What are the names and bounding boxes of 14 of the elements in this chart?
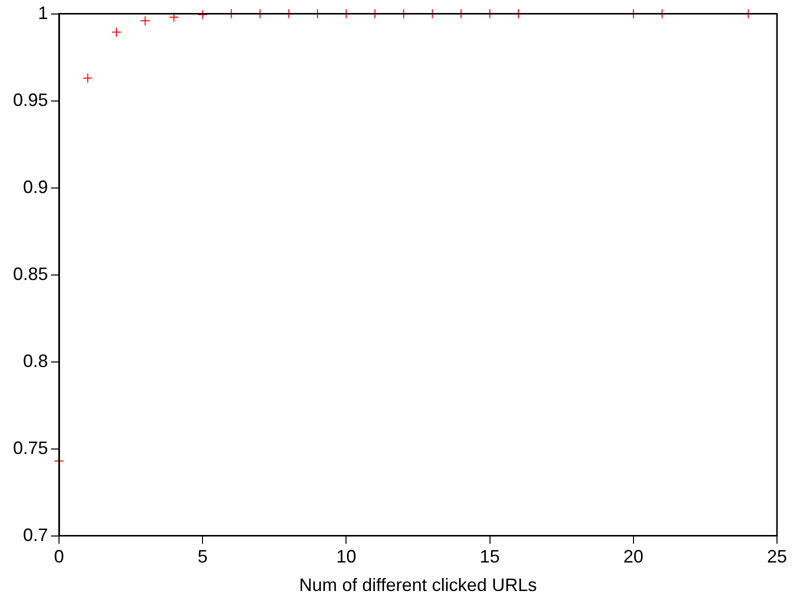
y-tick-label: 0.9 — [23, 176, 48, 197]
x-tick-label: 0 — [54, 546, 64, 567]
y-tick-label: 0.95 — [12, 90, 48, 110]
y-tick-label: 0.7 — [23, 524, 48, 545]
y-tick-label: 1 — [38, 2, 48, 23]
x-tick-label: 25 — [766, 546, 788, 567]
x-axis-title: Num of different clicked URLs — [299, 575, 537, 596]
x-tick-label: 5 — [198, 546, 208, 567]
y-tick-label: 0.75 — [12, 438, 48, 458]
y-tick-label: 0.8 — [23, 350, 48, 371]
y-tick-label: 0.85 — [12, 264, 48, 284]
x-tick-label: 20 — [623, 546, 644, 567]
x-tick-label: 10 — [336, 546, 356, 567]
x-tick-label: 15 — [480, 546, 500, 567]
